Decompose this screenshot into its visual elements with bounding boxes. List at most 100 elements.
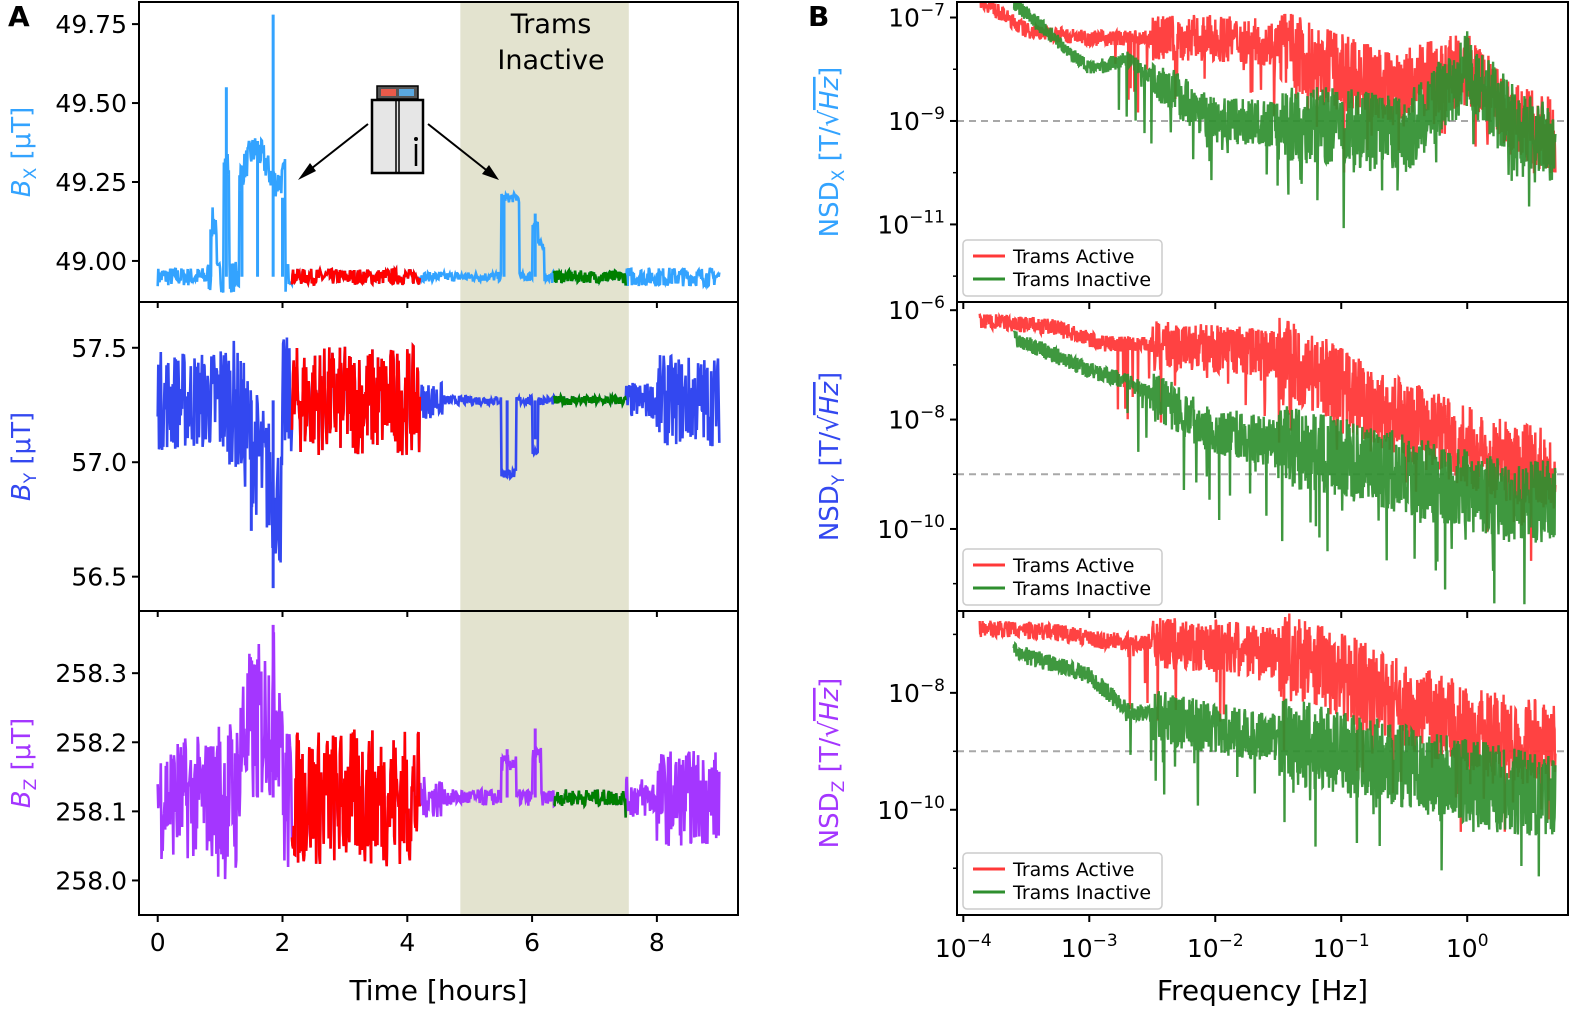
- y-axis-label-sub: Z: [829, 781, 849, 793]
- series-line-inactive: [1012, 641, 1557, 877]
- tick-exponent: −4: [967, 931, 992, 951]
- y-tick-label: 49.75: [55, 10, 127, 39]
- y-axis-label-unit-open: [T/√: [815, 721, 845, 781]
- y-axis-label-unit: [μT]: [7, 412, 37, 473]
- series-line-by_time: [156, 337, 721, 563]
- tick-base: 10: [1061, 934, 1093, 963]
- y-axis-label-unit-open: [T/√: [815, 110, 845, 170]
- tick-exponent: −8: [920, 403, 945, 423]
- x-axis-label: Time [hours]: [349, 974, 528, 1007]
- panel-label-b: B: [808, 0, 829, 33]
- series-line-bz_time: [156, 632, 721, 880]
- legend-entry: Trams Active: [1012, 246, 1135, 268]
- y-axis-label-prefix: NSD: [815, 485, 845, 541]
- tick-base: 10: [888, 406, 920, 435]
- x-axis-label: Frequency [Hz]: [1157, 974, 1368, 1007]
- y-axis-label: BY [μT]: [7, 412, 41, 501]
- legend-entry: Trams Active: [1012, 555, 1135, 577]
- time-panel-bx_time: 49.00 49.25 49.50 49.75 BX [μT]: [7, 1, 739, 308]
- y-tick-label: 49.25: [55, 168, 127, 197]
- series-line-inactive: [1012, 330, 1557, 605]
- y-axis-label: NSDY [T/√Hz]: [815, 372, 849, 541]
- tick-exponent: −10: [909, 793, 945, 813]
- tick-base: 10: [1446, 934, 1478, 963]
- time-panel-bz_time: 258.0 258.1 258.2 258.3 BZ [μT] 0 2 4 6 8 Time [ho…: [7, 610, 739, 1007]
- y-axis-label-unit-var: Hz: [815, 75, 845, 110]
- tick-base: 10: [888, 296, 920, 325]
- series-line-active: [290, 729, 422, 867]
- annotation-line1: Trams: [510, 9, 592, 40]
- series-line-active: [290, 264, 422, 288]
- legend-box: [962, 548, 1163, 606]
- x-tick-label: 8: [649, 928, 665, 957]
- tick-exponent: 0: [1478, 931, 1489, 951]
- tick-exponent: −6: [920, 293, 945, 313]
- y-axis-label-main: B: [7, 483, 37, 501]
- tram-icon: [370, 85, 425, 175]
- series-line-active: [978, 312, 1557, 561]
- y-axis-label-unit-close: ]: [815, 678, 845, 688]
- y-tick-label: 258.2: [55, 728, 127, 757]
- annotation-arrows: [298, 123, 499, 180]
- tick-base: 10: [877, 515, 909, 544]
- y-tick-label: 56.5: [71, 563, 127, 592]
- tick-base: 10: [888, 679, 920, 708]
- y-axis-label-unit-close: ]: [815, 372, 845, 382]
- y-axis-label-sub: X: [21, 167, 41, 179]
- y-axis-label: BZ [μT]: [7, 718, 41, 808]
- x-tick-label: 10−1: [1313, 931, 1370, 963]
- x-tick-label: 100: [1446, 931, 1489, 963]
- tick-base: 10: [888, 4, 920, 33]
- y-axis-label: BX [μT]: [7, 107, 41, 197]
- y-axis-label-unit: [μT]: [7, 107, 37, 168]
- y-tick-label: 10−10: [877, 512, 945, 544]
- tick-base: 10: [888, 107, 920, 136]
- tick-exponent: −2: [1219, 931, 1244, 951]
- series-line-inactive: [552, 266, 627, 286]
- plot-area: [957, 613, 1568, 877]
- x-tick-label: 10−3: [1061, 931, 1118, 963]
- legend-entry: Trams Inactive: [1012, 269, 1151, 291]
- tick-base: 10: [1313, 934, 1345, 963]
- x-tick-label: 10−2: [1187, 931, 1244, 963]
- tick-base: 10: [877, 210, 909, 239]
- y-axis-label-prefix: NSD: [815, 792, 845, 848]
- panel-label-a: A: [8, 0, 30, 33]
- y-axis-label-unit: [μT]: [7, 718, 37, 779]
- x-tick-label: 2: [275, 928, 291, 957]
- series-line-inactive: [553, 789, 627, 818]
- y-tick-label: 10−7: [888, 1, 945, 33]
- plot-area: [957, 312, 1568, 605]
- tick-exponent: −3: [1093, 931, 1118, 951]
- annotation-line2: Inactive: [497, 45, 604, 76]
- y-tick-label: 258.3: [55, 659, 127, 688]
- y-axis-label-unit-var: Hz: [815, 381, 845, 416]
- y-axis-label-sub: Z: [21, 779, 41, 791]
- y-axis-label-main: B: [7, 179, 37, 197]
- y-tick-label: 10−11: [877, 207, 945, 239]
- legend-entry: Trams Active: [1012, 859, 1135, 881]
- tick-exponent: −1: [1345, 931, 1370, 951]
- plot-area: [957, 2, 1568, 229]
- y-tick-label: 49.00: [55, 247, 127, 276]
- y-axis-label-unit-open: [T/√: [815, 415, 845, 475]
- y-tick-label: 57.5: [71, 334, 127, 363]
- y-tick-label: 49.50: [55, 89, 127, 118]
- y-tick-label: 10−10: [877, 793, 945, 825]
- y-axis-label: NSDZ [T/√Hz]: [815, 678, 849, 849]
- tick-base: 10: [877, 796, 909, 825]
- y-tick-label: 57.0: [71, 448, 127, 477]
- y-axis-label-unit-close: ]: [815, 67, 845, 77]
- series-line-inactive: [552, 391, 627, 409]
- y-axis-label-sub: Y: [21, 472, 41, 484]
- x-tick-label: 4: [399, 928, 415, 957]
- tick-exponent: −8: [920, 676, 945, 696]
- y-axis-label: NSDX [T/√Hz]: [815, 67, 849, 238]
